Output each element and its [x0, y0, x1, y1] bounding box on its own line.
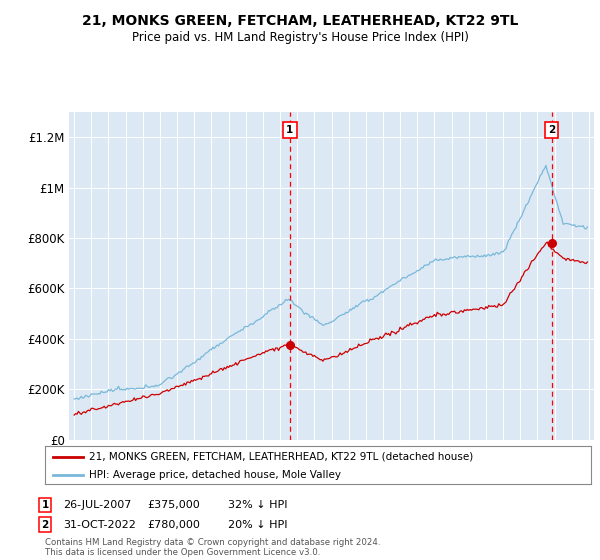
- Text: £375,000: £375,000: [147, 500, 200, 510]
- Text: 1: 1: [41, 500, 49, 510]
- Text: Price paid vs. HM Land Registry's House Price Index (HPI): Price paid vs. HM Land Registry's House …: [131, 31, 469, 44]
- Text: 2: 2: [548, 125, 555, 135]
- Text: Contains HM Land Registry data © Crown copyright and database right 2024.
This d: Contains HM Land Registry data © Crown c…: [45, 538, 380, 557]
- Text: 2: 2: [41, 520, 49, 530]
- Text: HPI: Average price, detached house, Mole Valley: HPI: Average price, detached house, Mole…: [89, 470, 341, 480]
- Text: 1: 1: [286, 125, 293, 135]
- Text: 31-OCT-2022: 31-OCT-2022: [63, 520, 136, 530]
- Text: £780,000: £780,000: [147, 520, 200, 530]
- Text: 21, MONKS GREEN, FETCHAM, LEATHERHEAD, KT22 9TL: 21, MONKS GREEN, FETCHAM, LEATHERHEAD, K…: [82, 14, 518, 28]
- Text: 20% ↓ HPI: 20% ↓ HPI: [228, 520, 287, 530]
- Text: 21, MONKS GREEN, FETCHAM, LEATHERHEAD, KT22 9TL (detached house): 21, MONKS GREEN, FETCHAM, LEATHERHEAD, K…: [89, 452, 473, 462]
- Text: 32% ↓ HPI: 32% ↓ HPI: [228, 500, 287, 510]
- Text: 26-JUL-2007: 26-JUL-2007: [63, 500, 131, 510]
